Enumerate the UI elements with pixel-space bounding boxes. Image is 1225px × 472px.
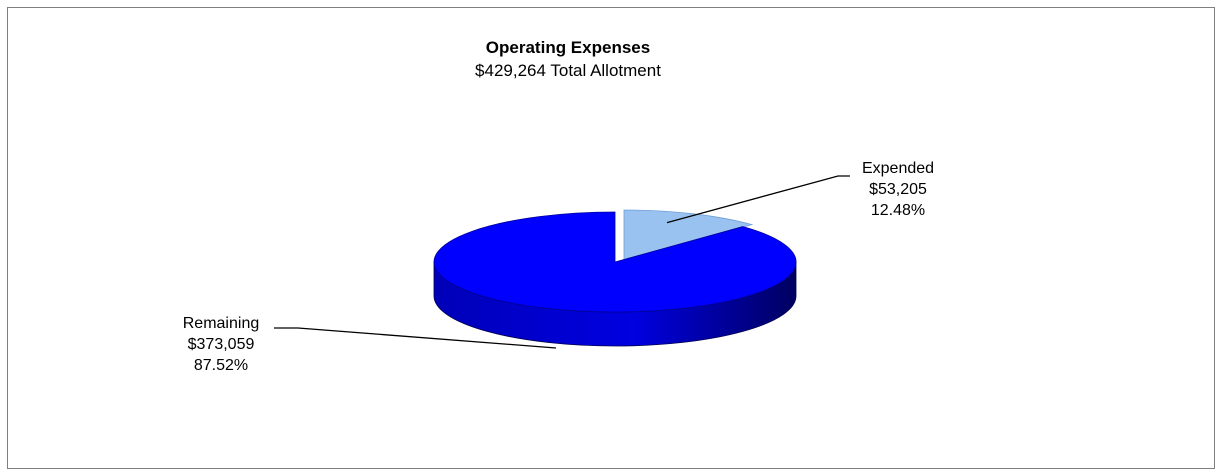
data-label-remaining-line-3: 87.52% bbox=[194, 357, 248, 374]
data-label-remaining-line-2: $373,059 bbox=[188, 336, 255, 353]
label-layer: Expended $53,205 12.48% Remaining $373,059 87… bbox=[183, 160, 934, 374]
pie-layer bbox=[433, 209, 797, 347]
data-label-remaining: Remaining $373,059 87.52% bbox=[183, 315, 259, 374]
leader-line-expended bbox=[666, 175, 850, 224]
data-label-expended-line-2: $53,205 bbox=[869, 181, 927, 198]
chart-area: Operating Expenses $429,264 Total Allotm… bbox=[7, 7, 1215, 469]
pie-slice-remaining bbox=[433, 211, 797, 313]
data-label-expended-line-3: 12.48% bbox=[871, 202, 925, 219]
data-label-expended-line-1: Expended bbox=[862, 160, 934, 177]
data-label-expended: Expended $53,205 12.48% bbox=[862, 160, 934, 219]
leader-line-remaining bbox=[274, 327, 557, 349]
pie-slice-expended bbox=[623, 209, 754, 261]
data-label-remaining-line-1: Remaining bbox=[183, 315, 259, 332]
pie-chart: Operating Expenses $429,264 Total Allotm… bbox=[183, 38, 934, 374]
chart-subtitle: $429,264 Total Allotment bbox=[475, 61, 661, 80]
chart-title: Operating Expenses bbox=[486, 38, 650, 57]
